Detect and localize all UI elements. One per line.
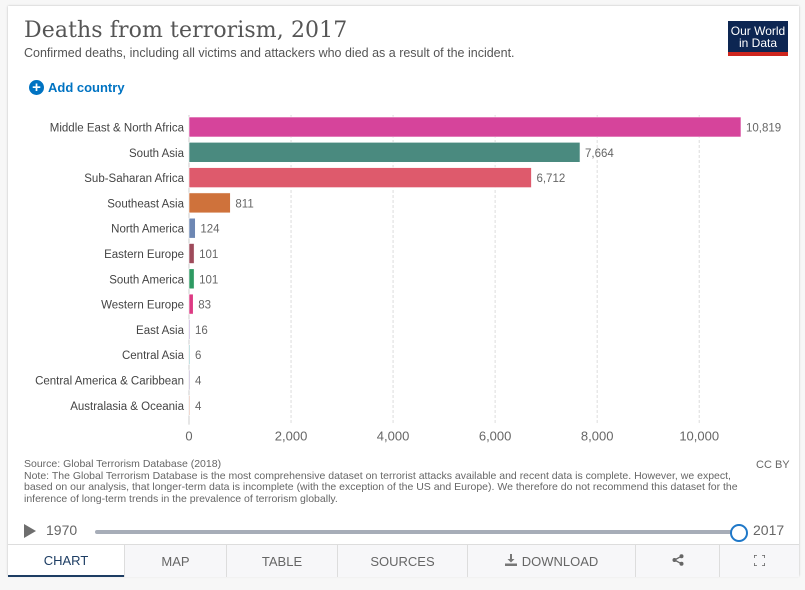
chart-title: Deaths from terrorism, 2017 [24,18,348,43]
bars [188,116,742,416]
tab-sources-label: SOURCES [370,553,435,569]
category-label: Southeast Asia [107,198,184,210]
tab-sources[interactable]: SOURCES [337,545,467,577]
source-text: Source: Global Terrorism Database (2018) [24,458,222,470]
category-label: North America [111,224,184,236]
bar [188,192,231,214]
share-icon [672,553,684,569]
timeline: 1970 2017 [8,516,799,550]
timeline-end-year: 2017 [753,522,785,538]
value-label: 811 [235,198,253,210]
bar [188,293,194,315]
download-icon [504,553,517,569]
category-label: Central Asia [122,350,185,362]
chart-card: Deaths from terrorism, 2017 Confirmed de… [8,6,799,577]
fullscreen-button[interactable] [719,545,799,577]
logo-line-1: Our World [730,24,786,38]
value-label: 83 [198,300,211,312]
value-label: 7,664 [585,148,614,160]
x-tick-label: 8,000 [581,429,614,444]
bar [188,116,742,138]
tab-chart-label: CHART [43,552,89,568]
license-link[interactable]: CC BY [756,459,790,471]
category-label: Middle East & North Africa [50,123,185,135]
category-label: Eastern Europe [104,249,184,261]
timeline-start-year: 1970 [46,522,78,538]
category-label: Australasia & Oceania [70,401,184,413]
bar [188,142,581,163]
value-label: 4 [195,376,202,388]
value-labels: 10,819 7,664 6,712 811 124 101 101 83 16 6 4 4 [195,123,781,413]
bar [188,167,532,188]
bar [188,243,195,264]
tab-download[interactable]: DOWNLOAD [467,545,635,577]
value-label: 101 [199,249,218,261]
value-label: 101 [199,274,218,286]
add-country-label: Add country [48,80,125,95]
logo-line-2: in Data [738,36,778,50]
category-labels: Middle East & North Africa South Asia Sub-… [35,123,185,413]
bar [188,369,191,391]
bar [188,394,191,416]
tab-map-label: MAP [161,553,190,569]
value-label: 124 [200,224,220,236]
bar [188,344,191,366]
bar [188,319,191,340]
chart-subtitle: Confirmed deaths, including all victims … [24,46,515,60]
category-label: Sub-Saharan Africa [84,173,184,185]
timeline-handle[interactable] [730,524,748,542]
note-text: Note: The Global Terrorism Database is t… [24,469,738,505]
category-label: East Asia [136,325,185,337]
plus-circle-icon: + [29,80,44,95]
tab-map[interactable]: MAP [124,545,226,577]
tab-table[interactable]: TABLE [226,545,337,577]
x-tick-label: 10,000 [679,429,719,444]
x-tick-label: 4,000 [377,429,410,444]
category-label: South Asia [129,148,185,160]
x-tick-label: 2,000 [275,429,308,444]
x-tick-label: 6,000 [479,429,512,444]
category-label: Central America & Caribbean [35,376,184,388]
bar-chart: Middle East & North Africa South Asia Sub-… [35,115,781,444]
tab-bar: CHART MAP TABLE SOURCES DOWNLOAD [8,544,799,577]
bar [188,217,196,239]
footer-notes: Source: Global Terrorism Database (2018)… [24,458,744,505]
share-button[interactable] [635,545,719,577]
category-label: Western Europe [101,300,184,312]
x-tick-label: 0 [185,429,192,444]
category-label: South America [109,274,184,286]
value-label: 10,819 [746,123,781,135]
timeline-track[interactable] [95,530,737,534]
tab-table-label: TABLE [261,553,303,569]
x-tick-labels: 0 2,000 4,000 6,000 8,000 10,000 [185,429,719,444]
bar [188,268,195,290]
fullscreen-icon [753,553,766,569]
value-label: 4 [195,401,202,413]
tab-download-label: DOWNLOAD [521,553,599,569]
logo-red-bar [728,52,788,56]
owid-logo[interactable]: Our World in Data [728,21,788,56]
value-label: 6,712 [536,173,565,185]
tab-chart[interactable]: CHART [8,545,124,577]
value-label: 6 [195,350,201,362]
play-icon[interactable] [24,524,36,538]
value-label: 16 [195,325,208,337]
add-country-button[interactable]: + Add country [29,80,125,95]
